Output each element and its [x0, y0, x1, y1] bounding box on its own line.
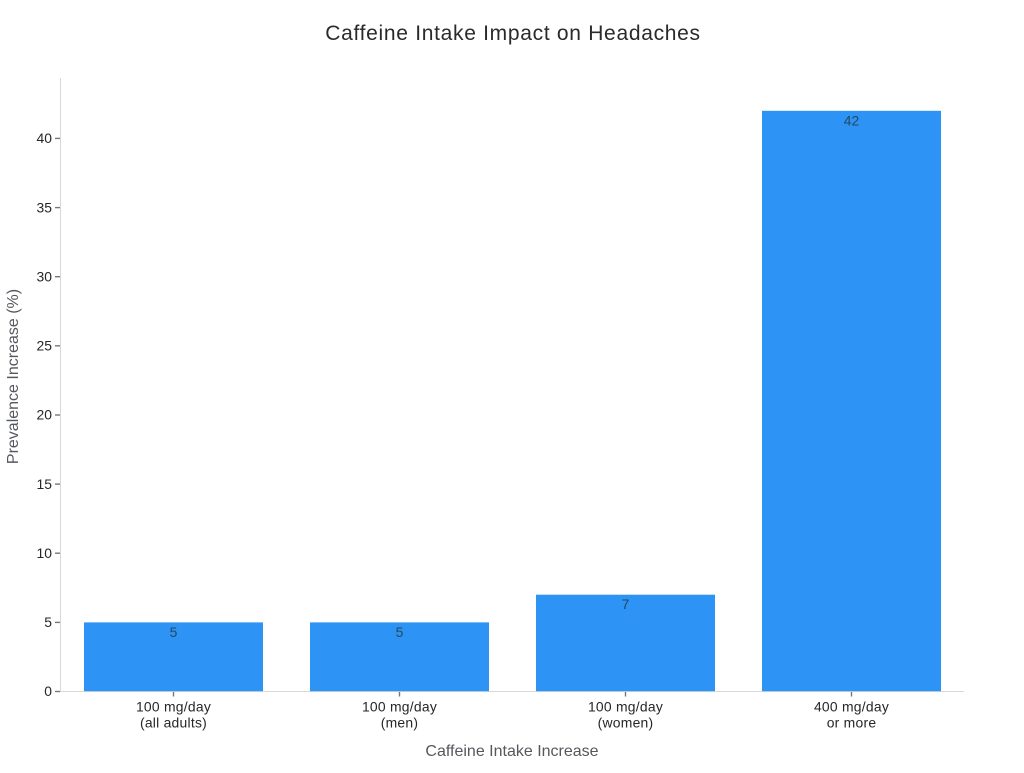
svg-text:Caffeine Intake Impact on Head: Caffeine Intake Impact on Headaches — [325, 22, 701, 45]
svg-text:35: 35 — [37, 199, 53, 215]
svg-text:42: 42 — [844, 112, 860, 128]
svg-text:Caffeine Intake Increase: Caffeine Intake Increase — [425, 743, 598, 760]
svg-text:100 mg/day: 100 mg/day — [588, 699, 663, 715]
svg-text:5: 5 — [396, 624, 404, 640]
svg-text:5: 5 — [170, 624, 178, 640]
svg-text:100 mg/day: 100 mg/day — [136, 699, 211, 715]
svg-text:10: 10 — [37, 545, 53, 561]
svg-text:15: 15 — [37, 476, 53, 492]
svg-text:7: 7 — [622, 596, 630, 612]
svg-text:(men): (men) — [381, 715, 419, 731]
svg-text:(women): (women) — [598, 715, 654, 731]
svg-text:30: 30 — [37, 268, 53, 284]
svg-text:(all adults): (all adults) — [140, 715, 207, 731]
svg-text:0: 0 — [44, 683, 52, 699]
svg-text:20: 20 — [37, 407, 53, 423]
svg-text:5: 5 — [44, 614, 52, 630]
svg-text:Prevalence Increase (%): Prevalence Increase (%) — [5, 289, 22, 464]
svg-text:40: 40 — [37, 130, 53, 146]
svg-text:400 mg/day: 400 mg/day — [814, 699, 889, 715]
svg-text:or more: or more — [827, 715, 877, 731]
svg-text:25: 25 — [37, 338, 53, 354]
svg-text:100 mg/day: 100 mg/day — [362, 699, 437, 715]
